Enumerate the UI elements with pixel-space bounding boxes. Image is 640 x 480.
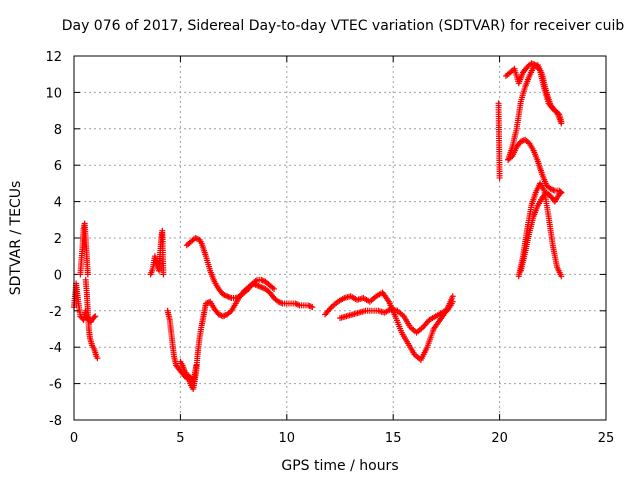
- series-seg-d1: [322, 289, 456, 363]
- series-seg-d2: [337, 298, 456, 336]
- y-tick-label: -2: [49, 305, 62, 320]
- data-point: [92, 313, 99, 320]
- x-axis-label: GPS time / hours: [281, 458, 398, 474]
- y-tick-label: -8: [49, 414, 62, 429]
- y-tick-label: 12: [45, 50, 62, 65]
- plot-frame: [73, 55, 607, 421]
- data-point: [193, 362, 200, 369]
- data-point: [449, 293, 456, 300]
- y-tick-label: 2: [54, 232, 62, 247]
- data-point: [557, 190, 564, 197]
- data-points: [71, 60, 565, 393]
- data-point: [84, 271, 91, 278]
- x-tick-label: 15: [385, 431, 402, 446]
- data-point: [94, 355, 101, 362]
- series-seg-a2: [77, 220, 91, 278]
- x-tick-label: 20: [491, 431, 508, 446]
- y-tick-label: 10: [45, 86, 62, 101]
- y-tick-label: -4: [49, 341, 62, 356]
- data-point: [271, 285, 278, 292]
- data-point: [307, 303, 314, 310]
- data-point: [295, 301, 302, 308]
- series-seg-e3: [505, 62, 565, 163]
- y-axis-label: SDTVAR / TECUs: [8, 181, 24, 296]
- y-tick-label: 0: [54, 268, 62, 283]
- data-point: [293, 301, 300, 308]
- series-seg-a1: [71, 280, 99, 325]
- data-point: [449, 298, 456, 305]
- x-tick-label: 5: [176, 431, 184, 446]
- x-tick-label: 0: [70, 431, 78, 446]
- series-seg-e5: [517, 189, 565, 274]
- y-tick-label: 8: [54, 123, 62, 138]
- x-tick-label: 10: [279, 431, 296, 446]
- y-tick-label: 4: [54, 196, 62, 211]
- data-point: [306, 302, 313, 309]
- x-tick-label: 25: [598, 431, 615, 446]
- series-seg-a3: [82, 276, 101, 362]
- data-point: [558, 273, 565, 280]
- y-tick-label: 6: [54, 159, 62, 174]
- series-seg-c2: [177, 358, 200, 385]
- data-point: [160, 271, 167, 278]
- series-seg-b1: [147, 227, 167, 278]
- data-point: [91, 314, 98, 321]
- series-seg-c3: [183, 235, 278, 302]
- series-seg-e0: [495, 100, 503, 181]
- data-point: [496, 174, 503, 181]
- data-point: [558, 189, 565, 196]
- y-tick-label: -6: [49, 378, 62, 393]
- data-point: [309, 304, 316, 311]
- chart-title: Day 076 of 2017, Sidereal Day-to-day VTE…: [62, 18, 625, 34]
- data-point: [558, 118, 565, 125]
